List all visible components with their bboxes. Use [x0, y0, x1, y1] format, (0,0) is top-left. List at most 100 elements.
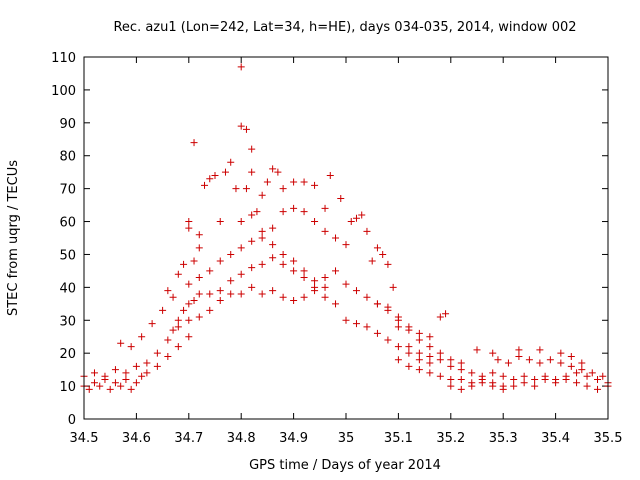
data-point	[457, 385, 465, 393]
data-point	[520, 372, 528, 380]
data-point	[457, 366, 465, 374]
x-axis-label: GPS time / Days of year 2014	[249, 458, 441, 473]
data-point	[237, 270, 245, 278]
data-point	[185, 316, 193, 324]
data-point	[436, 349, 444, 357]
data-point	[185, 300, 193, 308]
data-point	[515, 352, 523, 360]
data-point	[258, 290, 266, 298]
chart-title: Rec. azu1 (Lon=242, Lat=34, h=HE), days …	[113, 20, 576, 35]
data-point	[578, 366, 586, 374]
data-point	[169, 293, 177, 301]
data-point	[300, 293, 308, 301]
data-point	[478, 379, 486, 387]
data-point	[117, 382, 125, 390]
data-point	[525, 356, 533, 364]
data-point	[132, 379, 140, 387]
data-point	[237, 122, 245, 130]
y-tick-label: 60	[59, 216, 76, 231]
data-point	[426, 352, 434, 360]
data-point	[111, 366, 119, 374]
data-point	[531, 382, 539, 390]
data-point	[499, 385, 507, 393]
data-point	[384, 336, 392, 344]
data-point	[122, 376, 130, 384]
data-point	[562, 372, 570, 380]
data-point	[221, 168, 229, 176]
data-point	[190, 139, 198, 147]
data-point	[311, 218, 319, 226]
data-point	[195, 313, 203, 321]
data-point	[290, 297, 298, 305]
data-point	[520, 379, 528, 387]
data-point	[180, 306, 188, 314]
data-point	[415, 336, 423, 344]
data-point	[159, 306, 167, 314]
data-point	[347, 218, 355, 226]
plot-frame	[83, 56, 609, 420]
data-point	[227, 290, 235, 298]
data-point	[90, 379, 98, 387]
data-point	[195, 244, 203, 252]
y-tick-label: 90	[59, 117, 76, 132]
data-point	[573, 369, 581, 377]
data-point	[442, 310, 450, 318]
data-point	[557, 359, 565, 367]
data-point	[573, 379, 581, 387]
data-point	[195, 273, 203, 281]
y-tick-label: 80	[59, 150, 76, 165]
data-point	[138, 333, 146, 341]
data-point	[332, 267, 340, 275]
data-point	[321, 227, 329, 235]
data-point	[274, 168, 282, 176]
data-point	[300, 208, 308, 216]
data-point	[405, 362, 413, 370]
x-tick-label: 35	[338, 431, 355, 446]
data-point	[384, 303, 392, 311]
data-point	[248, 211, 256, 219]
y-tick-label: 30	[59, 314, 76, 329]
data-point	[447, 356, 455, 364]
data-point	[185, 224, 193, 232]
data-point	[253, 208, 261, 216]
data-point	[127, 343, 135, 351]
data-point	[394, 343, 402, 351]
x-tick-label: 35.1	[384, 431, 413, 446]
data-point	[594, 385, 602, 393]
data-point	[311, 181, 319, 189]
data-point	[248, 145, 256, 153]
x-tick-label: 35.4	[541, 431, 570, 446]
data-point	[358, 211, 366, 219]
data-point	[101, 372, 109, 380]
y-tick-label: 70	[59, 183, 76, 198]
data-point	[405, 349, 413, 357]
y-tick-label: 50	[59, 248, 76, 263]
data-point	[195, 290, 203, 298]
data-point	[269, 165, 277, 173]
data-point	[164, 287, 172, 295]
data-point	[206, 267, 214, 275]
data-point	[269, 254, 277, 262]
data-point	[263, 178, 271, 186]
data-point	[269, 224, 277, 232]
x-tick-label: 34.6	[122, 431, 151, 446]
data-point	[489, 382, 497, 390]
data-point	[211, 171, 219, 179]
data-point	[457, 376, 465, 384]
data-point	[201, 181, 209, 189]
data-point	[389, 283, 397, 291]
data-point	[153, 362, 161, 370]
data-point	[599, 372, 607, 380]
data-point	[373, 329, 381, 337]
data-point	[148, 320, 156, 328]
data-points	[80, 63, 612, 393]
data-point	[447, 376, 455, 384]
data-point	[232, 185, 240, 193]
data-point	[122, 369, 130, 377]
data-point	[363, 323, 371, 331]
data-point	[258, 227, 266, 235]
data-point	[352, 287, 360, 295]
data-point	[300, 178, 308, 186]
data-point	[206, 306, 214, 314]
data-point	[248, 283, 256, 291]
